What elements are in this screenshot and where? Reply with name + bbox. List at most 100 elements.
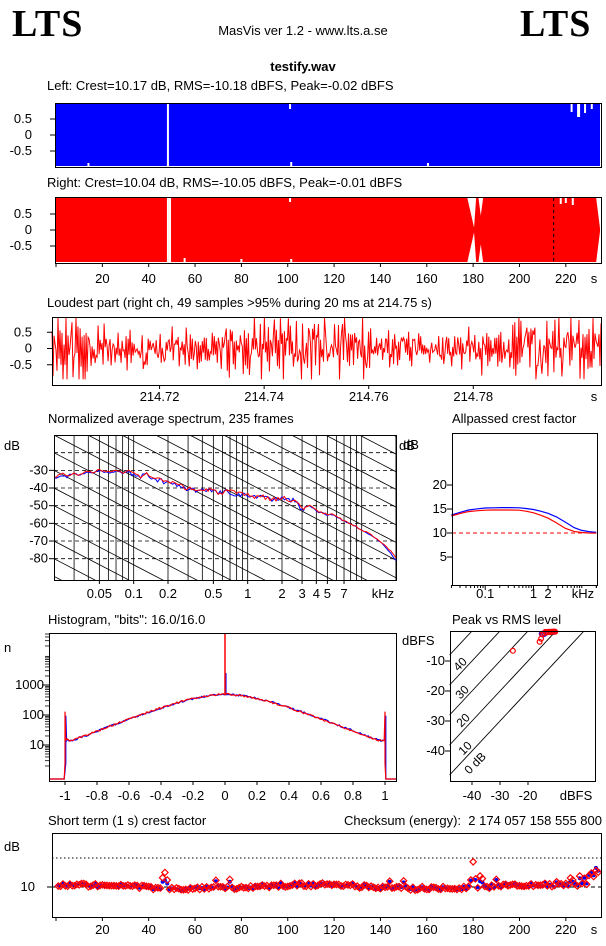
svg-text:20: 20 [453, 710, 473, 730]
svg-text:180: 180 [462, 271, 484, 286]
svg-text:2: 2 [278, 586, 285, 601]
svg-text:30: 30 [452, 682, 472, 702]
right-channel-stats: Right: Crest=10.04 dB, RMS=-10.05 dBFS, … [47, 175, 403, 190]
svg-text:7: 7 [340, 586, 347, 601]
svg-text:-1: -1 [59, 788, 71, 803]
svg-text:120: 120 [323, 922, 345, 937]
checksum-value: 2 174 057 158 555 800 [468, 813, 602, 828]
svg-text:-60: -60 [29, 515, 48, 530]
svg-text:s: s [591, 271, 598, 286]
short-term-title: Short term (1 s) crest factor [48, 813, 207, 828]
svg-text:-20: -20 [426, 683, 445, 698]
spectrum-title: Normalized average spectrum, 235 frames [48, 411, 294, 426]
svg-text:4: 4 [313, 586, 320, 601]
svg-text:-0.6: -0.6 [118, 788, 140, 803]
svg-text:0: 0 [221, 788, 228, 803]
svg-text:dB: dB [4, 438, 20, 453]
svg-text:214.74: 214.74 [244, 389, 284, 404]
svg-text:10: 10 [433, 525, 447, 540]
svg-text:0.8: 0.8 [344, 788, 362, 803]
svg-text:-20: -20 [519, 788, 538, 803]
svg-text:s: s [591, 389, 598, 404]
svg-text:10: 10 [21, 879, 35, 894]
svg-text:15: 15 [433, 501, 447, 516]
svg-text:20: 20 [95, 271, 109, 286]
svg-text:1000: 1000 [15, 677, 44, 692]
svg-text:-80: -80 [29, 551, 48, 566]
short-term-crest-plot: 10 dB 20 40 60 80 100 120 140 160 180 200 220 s [4, 833, 603, 937]
svg-text:120: 120 [323, 271, 345, 286]
svg-text:220: 220 [555, 271, 577, 286]
svg-text:0: 0 [25, 127, 32, 142]
svg-text:0.5: 0.5 [14, 324, 32, 339]
svg-text:60: 60 [188, 922, 202, 937]
svg-text:100: 100 [277, 922, 299, 937]
svg-text:100: 100 [22, 707, 44, 722]
svg-text:160: 160 [416, 271, 438, 286]
svg-text:100: 100 [277, 271, 299, 286]
svg-text:dB: dB [399, 438, 415, 453]
svg-text:0.05: 0.05 [87, 586, 112, 601]
svg-text:0.1: 0.1 [125, 586, 143, 601]
svg-text:-40: -40 [426, 743, 445, 758]
svg-text:200: 200 [509, 271, 531, 286]
left-channel-stats: Left: Crest=10.17 dB, RMS=-10.18 dBFS, P… [47, 78, 394, 93]
svg-text:1: 1 [530, 586, 537, 601]
svg-text:-40: -40 [29, 480, 48, 495]
svg-text:214.78: 214.78 [453, 389, 493, 404]
logo-right: LTS [520, 3, 592, 45]
svg-text:140: 140 [370, 271, 392, 286]
svg-text:-50: -50 [29, 498, 48, 513]
svg-text:180: 180 [462, 922, 484, 937]
svg-text:40: 40 [141, 271, 155, 286]
svg-text:-30: -30 [29, 462, 48, 477]
svg-text:-0.5: -0.5 [10, 143, 32, 158]
svg-text:160: 160 [416, 922, 438, 937]
svg-text:-0.5: -0.5 [10, 238, 32, 253]
svg-text:s: s [591, 922, 598, 937]
svg-text:0.5: 0.5 [14, 206, 32, 221]
svg-text:dB: dB [403, 437, 419, 452]
svg-text:60: 60 [188, 271, 202, 286]
histogram-title: Histogram, "bits": 16.0/16.0 [48, 612, 206, 627]
svg-text:20: 20 [433, 477, 447, 492]
left-waveform-plot: 0.50-0.5 [10, 103, 602, 168]
svg-text:0.4: 0.4 [280, 788, 298, 803]
svg-text:-10: -10 [426, 653, 445, 668]
checksum: Checksum (energy): 2 174 057 158 555 800 [290, 813, 602, 828]
svg-text:n: n [4, 640, 11, 655]
svg-text:0: 0 [25, 341, 32, 356]
svg-text:-30: -30 [491, 788, 510, 803]
svg-text:0.5: 0.5 [204, 586, 222, 601]
svg-text:-0.4: -0.4 [150, 788, 172, 803]
svg-text:-0.8: -0.8 [86, 788, 108, 803]
svg-text:-40: -40 [463, 788, 482, 803]
svg-text:80: 80 [234, 922, 248, 937]
svg-text:80: 80 [234, 271, 248, 286]
svg-text:10: 10 [455, 738, 475, 758]
svg-text:0.2: 0.2 [248, 788, 266, 803]
right-waveform-plot: 0.50-0.5 20 40 60 80 100 120 140 160 180 200 220 s [10, 197, 602, 286]
svg-text:0.5: 0.5 [14, 111, 32, 126]
svg-text:140: 140 [370, 922, 392, 937]
svg-text:5: 5 [324, 586, 331, 601]
svg-text:20: 20 [95, 922, 109, 937]
loudest-part-title: Loudest part (right ch, 49 samples >95% … [47, 295, 432, 310]
allpassed-crest-title: Allpassed crest factor [452, 411, 577, 426]
app-title: MasVis ver 1.2 - www.lts.a.se [218, 23, 388, 38]
svg-text:0.6: 0.6 [312, 788, 330, 803]
histogram-and-peak-plots: 1000 100 10 n -1 -0.8 -0.6 -0.4 -0.2 0 0.2 0.4 0.6 0.… [4, 628, 596, 803]
svg-text:1: 1 [381, 788, 388, 803]
svg-text:214.76: 214.76 [349, 389, 389, 404]
svg-text:kHz: kHz [372, 586, 394, 601]
svg-text:2: 2 [544, 586, 551, 601]
svg-text:10: 10 [30, 737, 44, 752]
svg-text:dBFS: dBFS [560, 788, 593, 803]
svg-text:5: 5 [440, 549, 447, 564]
svg-text:40: 40 [141, 922, 155, 937]
svg-text:-30: -30 [426, 713, 445, 728]
logo-left: LTS [12, 3, 84, 45]
svg-text:dBFS: dBFS [402, 633, 435, 648]
